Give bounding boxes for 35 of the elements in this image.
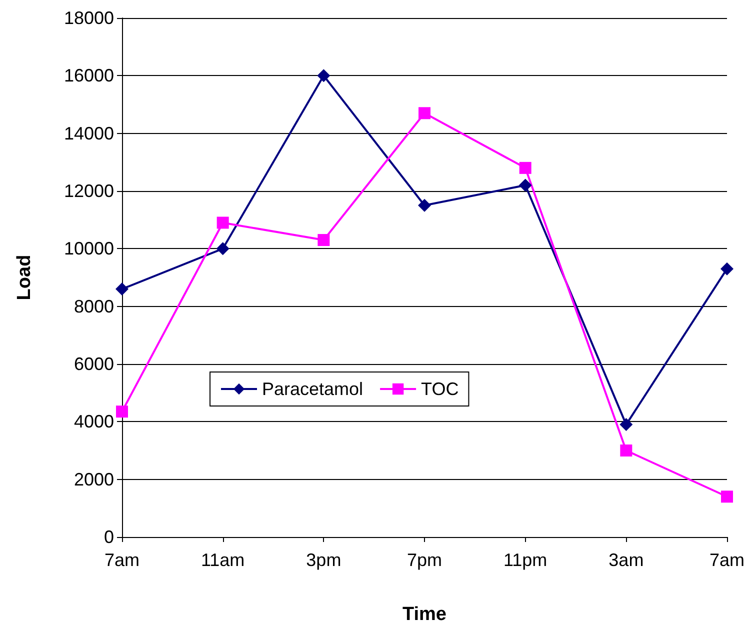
point [720, 262, 734, 276]
point [721, 490, 733, 503]
y-tick-label: 10000 [64, 238, 114, 259]
y-tick-label: 16000 [64, 66, 114, 86]
legend-label: Paracetamol [262, 379, 364, 399]
x-tick-label: 3pm [306, 550, 342, 570]
point [620, 418, 633, 432]
point [216, 242, 230, 256]
y-tick-label: 6000 [74, 354, 114, 374]
y-tick-label: 0 [104, 527, 114, 547]
y-tick-label: 2000 [74, 469, 114, 490]
x-tick-label: 3am [608, 550, 644, 570]
point [518, 178, 532, 192]
x-tick-label: 7am [709, 550, 745, 570]
point [216, 216, 229, 229]
point [317, 69, 330, 82]
point [418, 198, 431, 212]
point [519, 162, 532, 174]
x-axis-title: Time [402, 604, 447, 625]
x-tick-label: 7am [104, 550, 140, 570]
point [116, 406, 128, 418]
y-tick-label: 4000 [74, 412, 114, 432]
point [620, 444, 632, 456]
y-axis-title: Load [14, 254, 35, 300]
y-tick-label: 8000 [74, 296, 114, 316]
point [116, 282, 128, 296]
x-tick-label: 7pm [406, 550, 442, 570]
point [318, 234, 330, 246]
x-tick-label: 11pm [503, 550, 548, 570]
point [418, 107, 430, 120]
y-tick-label: 12000 [64, 181, 114, 201]
legend-label: TOC [421, 379, 459, 399]
y-tick-label: 14000 [64, 123, 114, 144]
y-tick-label: 18000 [64, 8, 114, 28]
x-tick-label: 11am [200, 550, 245, 570]
